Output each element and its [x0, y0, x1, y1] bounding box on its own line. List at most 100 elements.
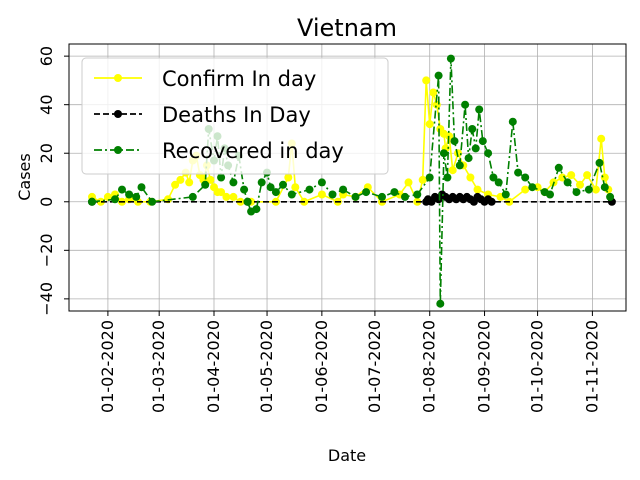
series-point-0	[284, 173, 293, 182]
series-point-2	[436, 299, 445, 308]
series-point-2	[443, 173, 452, 182]
series-point-2	[378, 192, 386, 201]
series-point-2	[528, 183, 537, 192]
x-tick-label: 01-11-2020	[582, 320, 601, 413]
series-point-2	[508, 117, 517, 126]
series-point-2	[471, 144, 480, 153]
series-point-0	[103, 192, 112, 201]
series-point-2	[572, 188, 581, 197]
series-point-0	[600, 173, 609, 182]
legend-marker-0	[114, 74, 122, 82]
y-axis-label: Cases	[15, 153, 34, 201]
series-point-2	[271, 188, 280, 197]
series-point-2	[606, 192, 615, 201]
series-point-2	[240, 185, 249, 194]
series-point-2	[494, 178, 503, 187]
series-point-2	[257, 178, 266, 187]
series-point-2	[434, 71, 443, 80]
series-point-2	[521, 173, 530, 182]
series-point-2	[514, 168, 523, 177]
series-point-0	[171, 180, 180, 189]
series-point-2	[478, 137, 487, 146]
series-point-2	[390, 188, 399, 197]
series-point-2	[475, 105, 484, 114]
series-point-0	[404, 178, 413, 187]
series-point-2	[111, 195, 119, 204]
series-point-2	[546, 190, 554, 199]
series-point-2	[287, 190, 296, 199]
series-point-2	[88, 197, 96, 206]
series-point-2	[201, 180, 210, 189]
series-point-2	[554, 163, 563, 172]
series-point-2	[501, 190, 510, 199]
series-point-0	[567, 171, 576, 180]
series-point-0	[96, 197, 105, 206]
series-point-2	[468, 125, 477, 133]
series-point-2	[489, 173, 498, 182]
series-point-0	[418, 175, 427, 184]
series-point-0	[176, 175, 185, 184]
series-point-2	[446, 54, 455, 63]
series-point-0	[591, 185, 600, 194]
series-point-0	[576, 180, 584, 189]
series-point-2	[484, 149, 493, 158]
series-point-2	[450, 137, 459, 146]
series-point-2	[279, 180, 287, 189]
series-point-0	[217, 188, 226, 197]
series-point-2	[600, 183, 609, 192]
legend-box	[81, 57, 389, 175]
series-point-0	[229, 192, 238, 201]
series-point-2	[413, 190, 422, 199]
y-tick-label: 60	[37, 46, 56, 66]
series-point-2	[305, 185, 314, 194]
legend-marker-1	[114, 110, 122, 118]
series-point-2	[563, 178, 572, 187]
legend-marker-2	[114, 146, 122, 154]
series-point-2	[132, 192, 141, 201]
x-tick-label: 01-08-2020	[420, 320, 439, 413]
series-point-2	[188, 192, 197, 201]
x-tick-label: 01-03-2020	[149, 320, 168, 413]
x-tick-label: 01-04-2020	[204, 320, 223, 413]
series-point-2	[461, 100, 470, 109]
series-point-2	[351, 192, 360, 201]
series-point-2	[328, 190, 337, 199]
x-tick-label: 01-05-2020	[257, 320, 276, 413]
series-point-0	[291, 183, 300, 192]
series-point-2	[229, 178, 238, 187]
y-tick-label: 20	[37, 143, 56, 163]
x-axis-label: Date	[328, 446, 366, 465]
y-tick-label: 40	[37, 95, 56, 115]
legend-label-0: Confirm In day	[162, 67, 316, 91]
series-point-2	[266, 183, 275, 192]
series-point-0	[206, 175, 215, 184]
chart-title: Vietnam	[297, 14, 397, 42]
series-point-0	[597, 134, 606, 143]
series-point-2	[584, 185, 593, 194]
series-point-0	[425, 120, 434, 129]
axis-ticks: −40 −20 0 20 40 60 01-02-2020 01-03-2020 01-04-2…	[37, 46, 601, 413]
series-point-0	[521, 185, 530, 194]
x-tick-label: 01-09-2020	[475, 320, 494, 413]
legend-label-2: Recovered in day	[162, 139, 344, 163]
y-tick-label: −20	[37, 233, 56, 267]
series-point-1	[487, 197, 496, 206]
y-tick-label: 0	[37, 197, 56, 207]
series-point-2	[464, 154, 473, 163]
series-point-2	[243, 197, 252, 206]
x-tick-label: 01-02-2020	[98, 320, 117, 413]
series-point-0	[429, 88, 438, 97]
series-point-0	[222, 192, 231, 201]
series-point-2	[252, 205, 261, 214]
series-point-2	[439, 149, 448, 158]
series-point-2	[425, 173, 434, 182]
series-point-2	[137, 183, 146, 192]
y-tick-label: −40	[37, 282, 56, 316]
legend-label-1: Deaths In Day	[162, 103, 311, 127]
series-point-2	[148, 197, 157, 206]
series-point-2	[362, 188, 371, 197]
series-point-2	[125, 190, 134, 199]
series-point-2	[595, 158, 604, 167]
series-point-2	[339, 185, 348, 194]
